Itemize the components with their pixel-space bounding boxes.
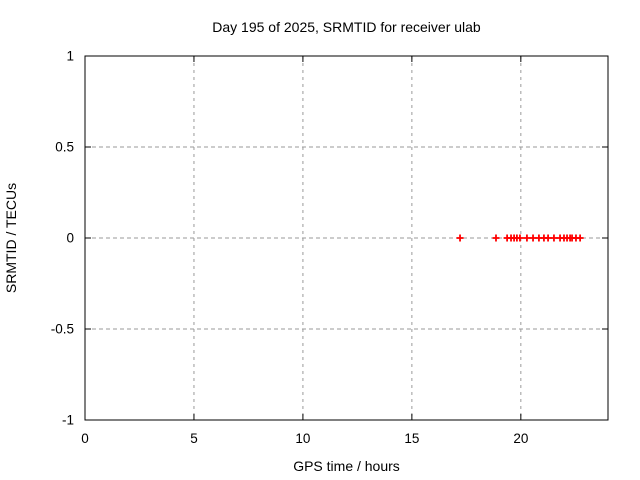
y-tick-label: -1 (62, 413, 74, 428)
chart-title: Day 195 of 2025, SRMTID for receiver ula… (212, 19, 481, 35)
x-tick-label: 10 (295, 431, 310, 446)
x-tick-label: 5 (190, 431, 198, 446)
x-tick-label: 15 (404, 431, 419, 446)
y-tick-label: -0.5 (51, 322, 74, 337)
y-tick-label: 1 (66, 49, 74, 64)
x-tick-label: 0 (81, 431, 89, 446)
x-axis-label: GPS time / hours (293, 458, 400, 474)
x-tick-label: 20 (513, 431, 528, 446)
y-tick-label: 0.5 (55, 140, 74, 155)
y-tick-label: 0 (66, 231, 74, 246)
